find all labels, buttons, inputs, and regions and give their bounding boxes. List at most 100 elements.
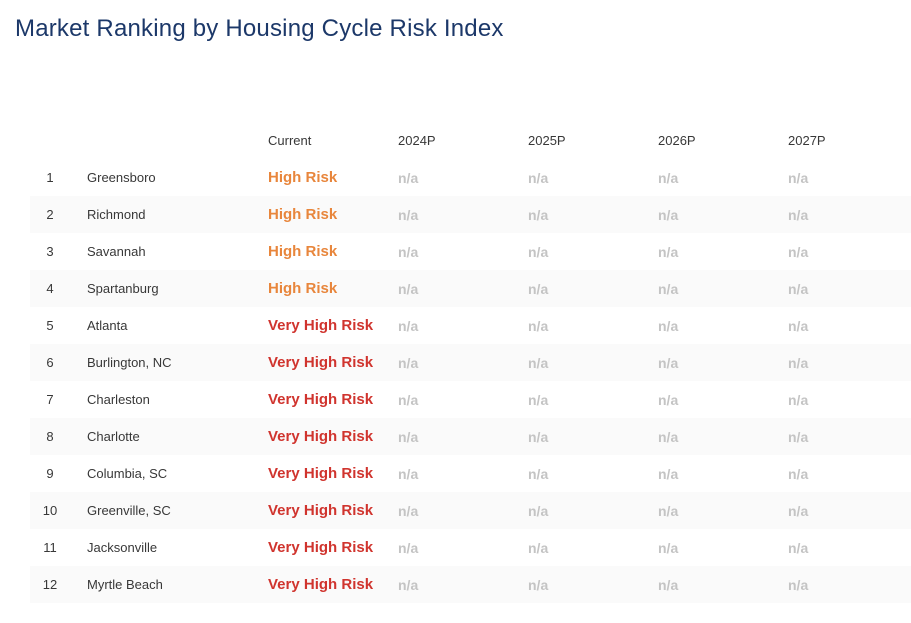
forecast-2024: n/a (398, 391, 419, 408)
rank-cell: 6 (46, 355, 54, 370)
market-name: Greensboro (87, 170, 156, 185)
current-risk-label: Very High Risk (268, 428, 374, 445)
market-name: Charleston (87, 392, 150, 407)
forecast-2027: n/a (788, 206, 809, 223)
forecast-2026: n/a (658, 502, 679, 519)
rank-cell: 5 (46, 318, 54, 333)
current-risk-label: Very High Risk (268, 391, 374, 408)
table-row: 7 Charleston Very High Risk n/a n/a n/a … (30, 381, 911, 418)
forecast-2024: n/a (398, 280, 419, 297)
market-name: Savannah (87, 244, 146, 259)
table-row: 10 Greenville, SC Very High Risk n/a n/a… (30, 492, 911, 529)
current-risk-label: Very High Risk (268, 317, 374, 334)
market-name: Jacksonville (87, 540, 158, 555)
table-row: 8 Charlotte Very High Risk n/a n/a n/a n… (30, 418, 911, 455)
forecast-2026: n/a (658, 576, 679, 593)
column-header-2024p: 2024P (398, 133, 436, 148)
forecast-2027: n/a (788, 576, 809, 593)
forecast-2025: n/a (528, 576, 549, 593)
table-row: 3 Savannah High Risk n/a n/a n/a n/a (30, 233, 911, 270)
current-risk-label: High Risk (268, 243, 338, 260)
forecast-2024: n/a (398, 502, 419, 519)
rank-cell: 12 (42, 577, 58, 592)
market-name: Columbia, SC (87, 466, 168, 481)
forecast-2027: n/a (788, 243, 809, 260)
rank-cell: 8 (46, 429, 54, 444)
forecast-2025: n/a (528, 428, 549, 445)
forecast-2025: n/a (528, 317, 549, 334)
forecast-2027: n/a (788, 280, 809, 297)
forecast-2026: n/a (658, 354, 679, 371)
forecast-2024: n/a (398, 465, 419, 482)
forecast-2025: n/a (528, 391, 549, 408)
current-risk-label: High Risk (268, 280, 338, 297)
rank-cell: 7 (46, 392, 54, 407)
forecast-2027: n/a (788, 391, 809, 408)
forecast-2027: n/a (788, 465, 809, 482)
forecast-2025: n/a (528, 280, 549, 297)
forecast-2025: n/a (528, 169, 549, 186)
forecast-2026: n/a (658, 391, 679, 408)
forecast-2026: n/a (658, 465, 679, 482)
table-header-row: Current 2024P 2025P 2026P 2027P (30, 122, 911, 159)
forecast-2026: n/a (658, 280, 679, 297)
market-name: Charlotte (87, 429, 140, 444)
forecast-2024: n/a (398, 206, 419, 223)
table-row: 5 Atlanta Very High Risk n/a n/a n/a n/a (30, 307, 911, 344)
rank-cell: 9 (46, 466, 54, 481)
table-body: 1 Greensboro High Risk n/a n/a n/a n/a 2… (30, 159, 911, 603)
current-risk-label: Very High Risk (268, 576, 374, 593)
current-risk-label: Very High Risk (268, 502, 374, 519)
forecast-2027: n/a (788, 502, 809, 519)
forecast-2027: n/a (788, 354, 809, 371)
forecast-2026: n/a (658, 206, 679, 223)
market-name: Burlington, NC (87, 355, 172, 370)
forecast-2026: n/a (658, 428, 679, 445)
forecast-2026: n/a (658, 169, 679, 186)
rank-cell: 10 (42, 503, 58, 518)
column-header-2025p: 2025P (528, 133, 566, 148)
forecast-2025: n/a (528, 465, 549, 482)
market-name: Richmond (87, 207, 146, 222)
forecast-2025: n/a (528, 502, 549, 519)
current-risk-label: Very High Risk (268, 465, 374, 482)
market-name: Greenville, SC (87, 503, 171, 518)
rank-cell: 11 (43, 540, 57, 555)
table-row: 2 Richmond High Risk n/a n/a n/a n/a (30, 196, 911, 233)
forecast-2027: n/a (788, 539, 809, 556)
column-header-current: Current (268, 133, 312, 148)
forecast-2024: n/a (398, 539, 419, 556)
current-risk-label: Very High Risk (268, 539, 374, 556)
rank-cell: 4 (46, 281, 54, 296)
ranking-table: Current 2024P 2025P 2026P 2027P 1 Greens… (30, 122, 911, 603)
rank-cell: 2 (46, 207, 54, 222)
rank-cell: 1 (46, 170, 54, 185)
forecast-2024: n/a (398, 428, 419, 445)
forecast-2025: n/a (528, 206, 549, 223)
forecast-2024: n/a (398, 576, 419, 593)
market-name: Atlanta (87, 318, 128, 333)
column-header-2026p: 2026P (658, 133, 696, 148)
column-header-2027p: 2027P (788, 133, 826, 148)
forecast-2024: n/a (398, 243, 419, 260)
rank-cell: 3 (46, 244, 54, 259)
forecast-2025: n/a (528, 243, 549, 260)
table-row: 4 Spartanburg High Risk n/a n/a n/a n/a (30, 270, 911, 307)
page-title: Market Ranking by Housing Cycle Risk Ind… (15, 15, 504, 42)
forecast-2026: n/a (658, 243, 679, 260)
table-row: 9 Columbia, SC Very High Risk n/a n/a n/… (30, 455, 911, 492)
table-row: 6 Burlington, NC Very High Risk n/a n/a … (30, 344, 911, 381)
forecast-2025: n/a (528, 539, 549, 556)
current-risk-label: High Risk (268, 169, 338, 186)
forecast-2025: n/a (528, 354, 549, 371)
current-risk-label: Very High Risk (268, 354, 374, 371)
forecast-2026: n/a (658, 539, 679, 556)
market-name: Spartanburg (87, 281, 159, 296)
table-row: 12 Myrtle Beach Very High Risk n/a n/a n… (30, 566, 911, 603)
forecast-2024: n/a (398, 169, 419, 186)
market-name: Myrtle Beach (87, 577, 163, 592)
table-row: 1 Greensboro High Risk n/a n/a n/a n/a (30, 159, 911, 196)
forecast-2027: n/a (788, 169, 809, 186)
current-risk-label: High Risk (268, 206, 338, 223)
forecast-2026: n/a (658, 317, 679, 334)
